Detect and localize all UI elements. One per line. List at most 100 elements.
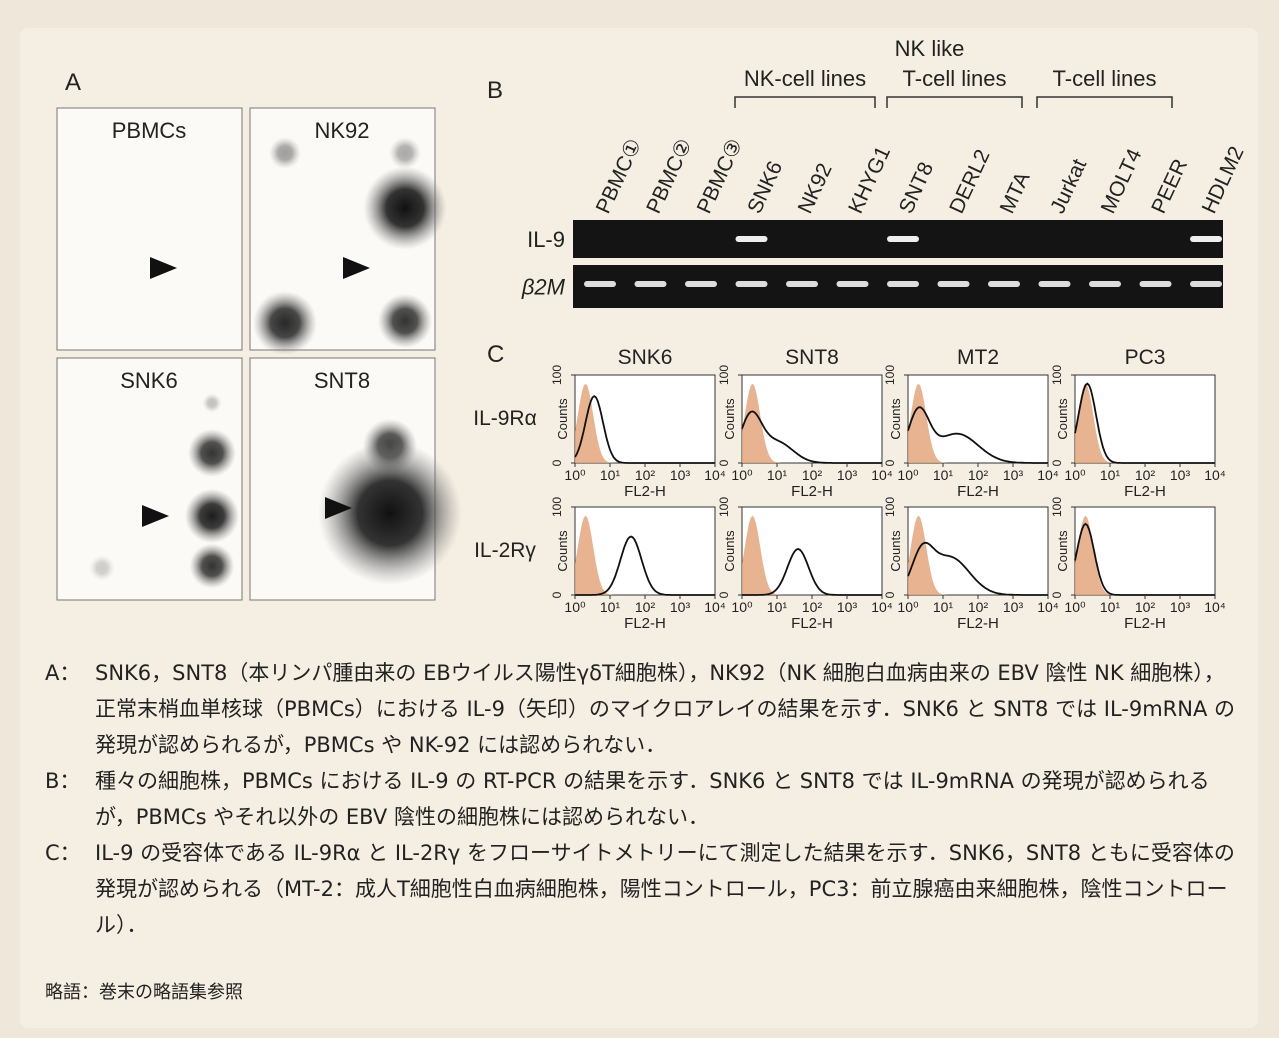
panel-label: C [487,341,504,368]
panel-label: B [487,77,503,104]
blot-spot [389,137,421,169]
blot-spot [188,429,236,477]
gel-band [1039,281,1071,287]
captions: A：SNK6，SNT8（本リンパ腫由来の EBウイルス陽性γδT細胞株），NK9… [45,655,1245,943]
x-tick-label: 10⁰ [1064,467,1086,483]
x-tick-label: 10⁴ [1037,467,1059,483]
y-axis-label: Counts [722,530,737,572]
group-label: T-cell lines [903,66,1007,91]
gel-band [1089,281,1121,287]
blot-title: SNK6 [120,368,177,393]
group-bracket [1037,97,1172,108]
caption-text: SNK6，SNT8（本リンパ腫由来の EBウイルス陽性γδT細胞株），NK92（… [95,655,1245,763]
x-tick-label: 10¹ [1100,467,1121,483]
x-tick-label: 10³ [1170,467,1191,483]
blot-spot [89,555,115,581]
y-axis-label: Counts [722,398,737,440]
x-tick-label: 10⁰ [564,467,586,483]
x-tick-label: 10¹ [600,599,621,615]
x-tick-label: 10⁰ [897,599,919,615]
blot-spot [269,137,301,169]
row-label: IL-9 [527,227,565,252]
y-tick-label: 100 [717,497,731,517]
x-tick-label: 10⁴ [1204,599,1226,615]
gel-band [938,281,970,287]
lane-label: SNT8 [895,159,939,217]
y-axis-label: Counts [888,398,903,440]
gel-band [988,281,1020,287]
column-title: MT2 [957,346,999,369]
page: A B C PBMCsNK92SNK6SNT8PBMC①PBMC②PBMC③SN… [0,0,1279,1038]
x-tick-label: 10⁰ [897,467,919,483]
caption-label: B： [45,763,95,835]
gel-band [887,236,919,242]
x-tick-label: 10³ [1003,599,1024,615]
y-axis-label: Counts [1055,398,1070,440]
gel-band [685,281,717,287]
lane-label: NK92 [794,160,837,217]
y-tick-label: 100 [883,365,897,385]
caption-label: A： [45,655,95,763]
y-tick-label: 100 [717,365,731,385]
blot [57,108,242,350]
x-axis-label: FL2-H [1124,483,1166,500]
blot-spot [253,291,317,355]
x-tick-label: 10⁰ [731,467,753,483]
lane-label: SNK6 [743,158,787,217]
x-tick-label: 10¹ [767,599,788,615]
y-tick-label: 100 [550,497,564,517]
group-label: NK-cell lines [744,66,866,91]
x-tick-label: 10² [802,467,823,483]
x-tick-label: 10³ [1170,599,1191,615]
x-tick-label: 10³ [670,599,691,615]
y-axis-label: Counts [1055,530,1070,572]
blot-spot [378,294,432,348]
blot-title: SNT8 [314,368,370,393]
x-tick-label: 10³ [837,467,858,483]
x-tick-label: 10¹ [933,599,954,615]
x-tick-label: 10¹ [933,467,954,483]
x-axis-label: FL2-H [624,483,666,500]
x-axis-label: FL2-H [791,483,833,500]
blot-title: PBMCs [112,118,187,143]
x-tick-label: 10³ [670,467,691,483]
y-axis-label: Counts [888,530,903,572]
column-title: SNT8 [785,346,839,369]
x-tick-label: 10⁴ [704,467,726,483]
gel-band [736,236,768,242]
x-tick-label: 10⁰ [731,599,753,615]
lane-label: HDLM2 [1198,143,1249,217]
x-tick-label: 10² [635,599,656,615]
x-tick-label: 10⁴ [871,467,893,483]
x-tick-label: 10¹ [1100,599,1121,615]
y-tick-label: 0 [717,591,731,598]
x-tick-label: 10⁴ [871,599,893,615]
x-tick-label: 10² [968,599,989,615]
group-bracket [735,97,875,108]
x-tick-label: 10³ [1003,467,1024,483]
blot-spot [185,489,239,543]
y-tick-label: 0 [1050,459,1064,466]
x-axis-label: FL2-H [957,483,999,500]
lane-label: PBMC① [592,135,646,217]
lane-label: PBMC③ [693,135,747,217]
gel-band [1190,236,1222,242]
y-axis-label: Counts [555,530,570,572]
figure: A B C PBMCsNK92SNK6SNT8PBMC①PBMC②PBMC③SN… [0,0,1279,650]
x-tick-label: 10² [1135,599,1156,615]
blot-spot [190,544,235,589]
x-axis-label: FL2-H [791,615,833,632]
caption: B：種々の細胞株，PBMCs における IL-9 の RT-PCR の結果を示す… [45,763,1245,835]
row-label: IL-2Rγ [474,539,536,562]
lane-label: PBMC② [642,135,696,217]
y-axis-label: Counts [555,398,570,440]
caption: A：SNK6，SNT8（本リンパ腫由来の EBウイルス陽性γδT細胞株），NK9… [45,655,1245,763]
gel-band [1140,281,1172,287]
panel-label: A [65,69,81,96]
x-tick-label: 10⁰ [564,599,586,615]
footnote: 略語：巻末の略語集参照 [45,978,243,1004]
caption: C：IL-9 の受容体である IL-9Rα と IL-2Rγ をフローサイトメト… [45,835,1245,943]
y-tick-label: 100 [550,365,564,385]
lane-label: DERL2 [945,146,994,217]
row-label: IL-9Rα [473,407,537,430]
